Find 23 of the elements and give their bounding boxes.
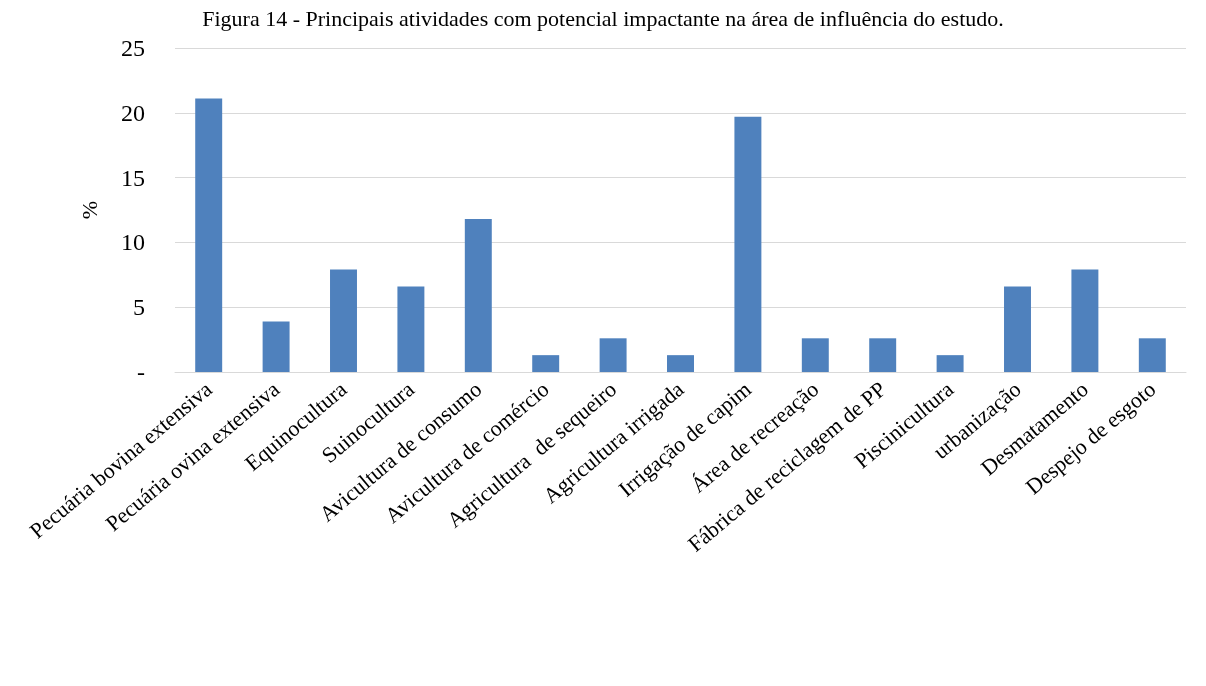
y-tick-label: -: [137, 359, 145, 385]
bar: [532, 355, 560, 372]
y-tick-label: 10: [121, 229, 145, 256]
bar: [1004, 286, 1031, 372]
bar: [1071, 269, 1099, 372]
y-axis-title: %: [76, 200, 102, 220]
y-tick-label: 25: [121, 35, 145, 61]
bar: [195, 98, 223, 372]
bar: [1138, 338, 1166, 372]
bar: [464, 219, 492, 372]
bar: [936, 355, 964, 372]
bar: [397, 286, 425, 372]
bar: [869, 338, 897, 372]
bar: [599, 338, 627, 372]
bar: [262, 321, 290, 372]
bar: [734, 116, 762, 372]
y-tick-label: 15: [121, 164, 145, 191]
y-tick-label: 5: [133, 294, 145, 321]
bar: [330, 269, 357, 372]
bar: [801, 338, 829, 372]
chart-title: Figura 14 - Principais atividades com potencial impactante na área de influência do estudo.: [202, 5, 1004, 31]
bar: [667, 355, 694, 372]
y-tick-label: 20: [121, 99, 145, 126]
